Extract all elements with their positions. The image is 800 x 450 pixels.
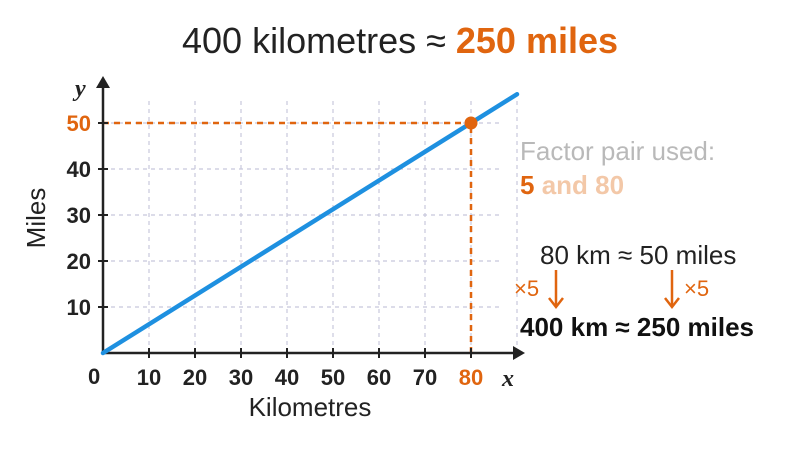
factor-b: 80 — [595, 170, 625, 200]
y-axis-label: Miles — [21, 188, 51, 249]
highlight-point — [464, 116, 478, 130]
factor-pair-values: 5 and 80 — [520, 170, 624, 201]
axes — [96, 76, 525, 360]
multiplier-left: ×5 — [514, 276, 540, 301]
tick-labels: 10 20 30 40 50 60 70 80 10 20 30 40 50 — [67, 111, 484, 390]
x-tick-label: 40 — [275, 365, 299, 390]
x-tick-label: 60 — [367, 365, 391, 390]
guide-lines — [103, 121, 473, 353]
page-title: 400 kilometres ≈ 250 miles — [0, 20, 800, 62]
y-axis-letter: y — [72, 76, 86, 102]
x-tick-label: 30 — [229, 365, 253, 390]
conversion-line-1: 80 km ≈ 50 miles — [540, 240, 737, 270]
multiplier-right: ×5 — [684, 276, 710, 301]
y-tick-label: 20 — [67, 249, 91, 274]
y-tick-label: 50 — [67, 111, 91, 136]
x-tick-label: 70 — [413, 365, 437, 390]
x-axis-letter: x — [501, 366, 514, 392]
y-tick-label: 40 — [67, 157, 91, 182]
y-tick-label: 30 — [67, 203, 91, 228]
x-tick-label: 80 — [459, 365, 483, 390]
origin-label: 0 — [88, 364, 100, 389]
title-part-km: 400 kilometres ≈ — [182, 20, 456, 61]
x-tick-label: 20 — [183, 365, 207, 390]
factor-pair-label: Factor pair used: — [520, 136, 716, 166]
factor-a: 5 — [520, 170, 535, 200]
y-axis-arrow-icon — [96, 76, 110, 88]
conversion-line-2: 400 km ≈ 250 miles — [520, 312, 754, 342]
title-part-miles: 250 miles — [455, 20, 618, 61]
x-axis-label: Kilometres — [249, 392, 372, 422]
series-line — [100, 92, 520, 356]
series-lines — [100, 92, 520, 356]
y-tick-label: 10 — [67, 295, 91, 320]
x-axis-arrow-icon — [513, 346, 525, 360]
factor-and: and — [534, 170, 596, 200]
down-arrow-left-icon — [548, 270, 564, 310]
x-tick-label: 50 — [321, 365, 345, 390]
x-tick-label: 10 — [137, 365, 161, 390]
down-arrow-right-icon — [664, 270, 680, 310]
